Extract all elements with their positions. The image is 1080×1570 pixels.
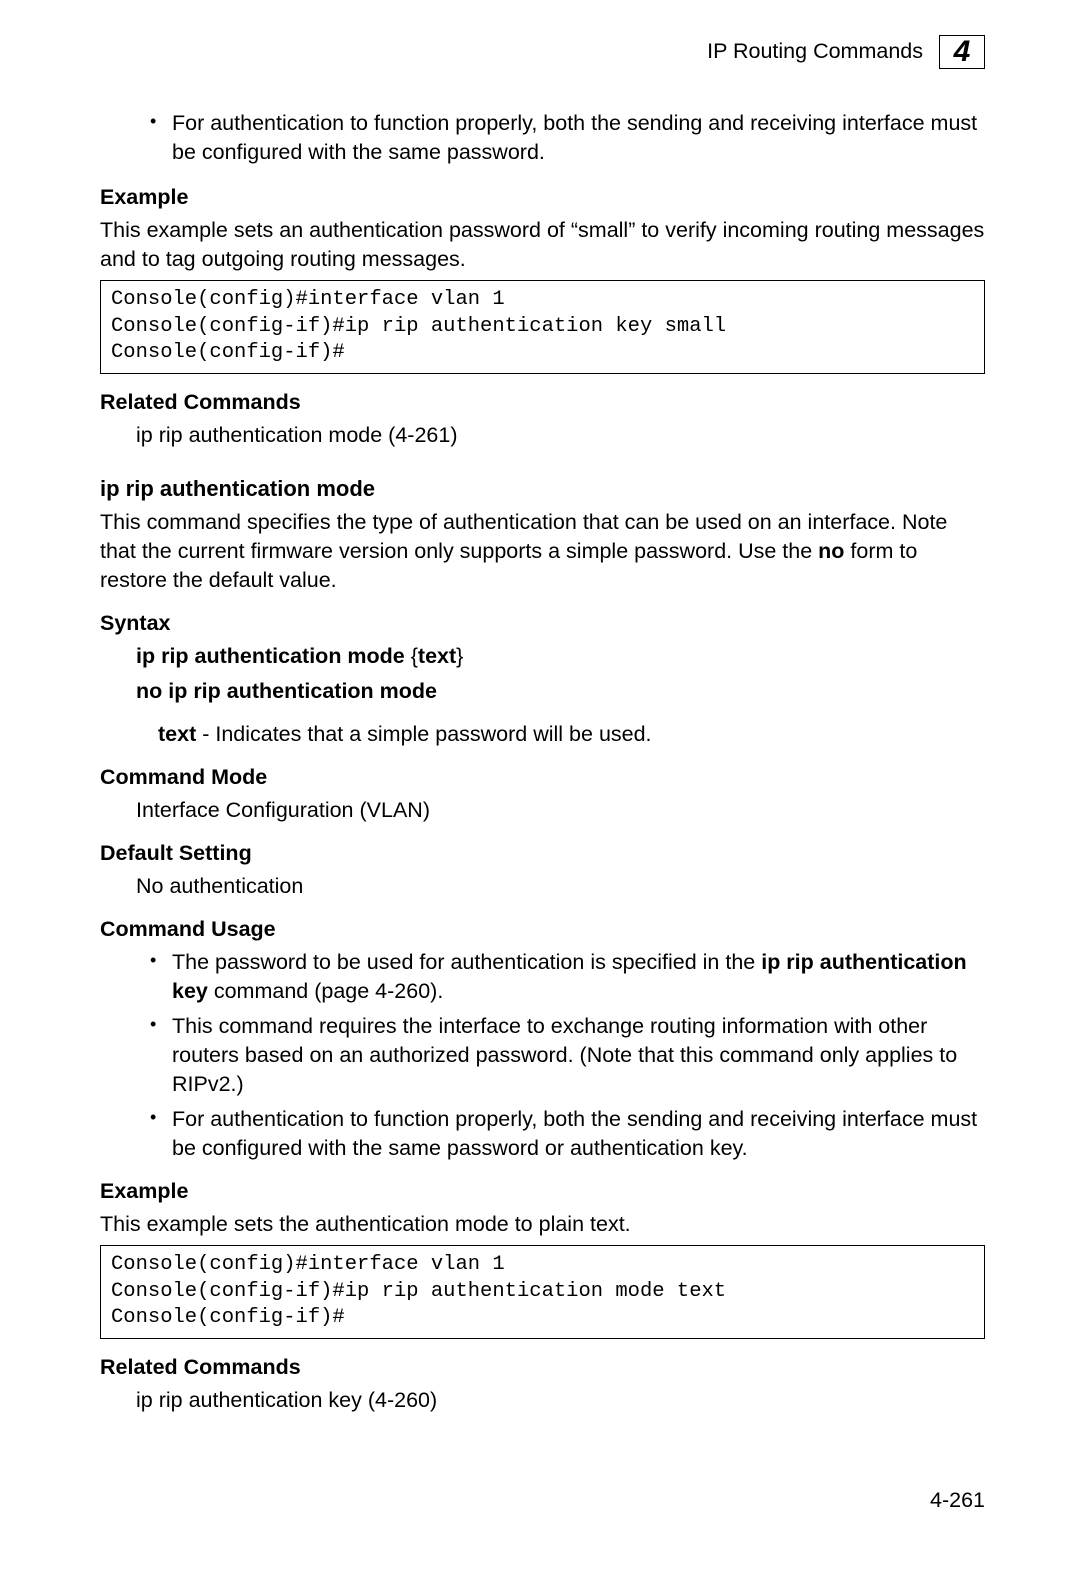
- usage-text: The password to be used for authenticati…: [172, 950, 761, 974]
- syntax-line: no ip rip authentication mode: [136, 677, 985, 706]
- code-block: Console(config)#interface vlan 1 Console…: [100, 280, 985, 374]
- bullet-icon: •: [150, 1105, 172, 1163]
- syntax-line: ip rip authentication mode {text}: [136, 642, 985, 671]
- bullet-item: • For authentication to function properl…: [150, 1105, 985, 1163]
- page: IP Routing Commands 4 • For authenticati…: [0, 0, 1080, 1570]
- default-setting-text: No authentication: [136, 872, 985, 901]
- page-number: 4-261: [930, 1486, 985, 1515]
- default-setting-label: Default Setting: [100, 839, 985, 868]
- related-commands-label: Related Commands: [100, 1353, 985, 1382]
- page-header: IP Routing Commands 4: [100, 35, 985, 69]
- example-intro: This example sets an authentication pass…: [100, 216, 985, 274]
- bullet-item: • The password to be used for authentica…: [150, 948, 985, 1006]
- syntax-brace: {: [405, 644, 418, 668]
- syntax-label: Syntax: [100, 609, 985, 638]
- desc-bold: no: [818, 539, 844, 563]
- chapter-number-badge: 4: [939, 35, 985, 69]
- param-name: text: [158, 722, 196, 746]
- top-bullets: • For authentication to function properl…: [150, 109, 985, 167]
- bullet-item: • This command requires the interface to…: [150, 1012, 985, 1099]
- bullet-icon: •: [150, 1012, 172, 1099]
- syntax-cmd: ip rip authentication mode: [136, 644, 405, 668]
- example-label: Example: [100, 183, 985, 212]
- header-title: IP Routing Commands: [707, 37, 923, 66]
- example-intro: This example sets the authentication mod…: [100, 1210, 985, 1239]
- command-usage-label: Command Usage: [100, 915, 985, 944]
- bullet-text: For authentication to function properly,…: [172, 109, 985, 167]
- command-description: This command specifies the type of authe…: [100, 508, 985, 595]
- param-desc: - Indicates that a simple password will …: [196, 722, 651, 746]
- command-title: ip rip authentication mode: [100, 474, 985, 504]
- syntax-param: text: [418, 644, 456, 668]
- command-mode-label: Command Mode: [100, 763, 985, 792]
- related-command-link: ip rip authentication key (4-260): [136, 1386, 985, 1415]
- syntax-brace: }: [456, 644, 463, 668]
- bullet-text: The password to be used for authenticati…: [172, 948, 985, 1006]
- usage-text: command (page 4-260).: [208, 979, 443, 1003]
- code-block: Console(config)#interface vlan 1 Console…: [100, 1245, 985, 1339]
- command-mode-text: Interface Configuration (VLAN): [136, 796, 985, 825]
- syntax-param-desc: text - Indicates that a simple password …: [158, 720, 985, 749]
- syntax-no-form: no ip rip authentication mode: [136, 679, 437, 703]
- bullet-icon: •: [150, 948, 172, 1006]
- bullet-item: • For authentication to function properl…: [150, 109, 985, 167]
- bullet-text: For authentication to function properly,…: [172, 1105, 985, 1163]
- usage-bullets: • The password to be used for authentica…: [150, 948, 985, 1163]
- bullet-icon: •: [150, 109, 172, 167]
- related-commands-label: Related Commands: [100, 388, 985, 417]
- related-command-link: ip rip authentication mode (4-261): [136, 421, 985, 450]
- bullet-text: This command requires the interface to e…: [172, 1012, 985, 1099]
- example-label: Example: [100, 1177, 985, 1206]
